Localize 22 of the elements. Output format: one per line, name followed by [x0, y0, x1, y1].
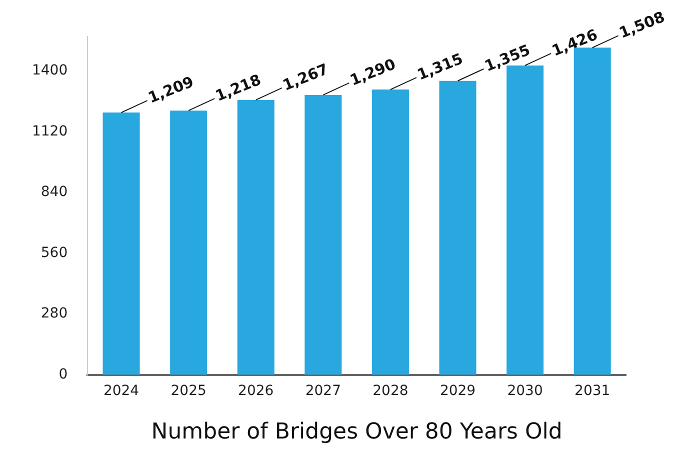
- x-tick-label: 2026: [238, 382, 274, 399]
- y-tick-label: 1400: [32, 62, 68, 79]
- bar: [170, 110, 208, 375]
- bar: [439, 80, 476, 375]
- bar: [237, 100, 274, 375]
- y-tick-label: 560: [40, 244, 68, 261]
- y-tick-label: 840: [40, 184, 68, 200]
- bar: [372, 90, 409, 375]
- x-axis-title: Number of Bridges Over 80 Years Old: [151, 420, 562, 445]
- x-tick-label: 2027: [305, 382, 341, 399]
- x-tick-label: 2031: [574, 382, 610, 399]
- x-tick-label: 2030: [507, 382, 543, 399]
- bar: [102, 112, 140, 375]
- x-tick-label: 2025: [170, 382, 206, 399]
- y-tick-label: 0: [58, 366, 68, 382]
- bar: [304, 94, 342, 375]
- x-tick-label: 2029: [440, 382, 476, 399]
- x-tick-label: 2028: [372, 382, 408, 399]
- y-tick-label: 280: [40, 306, 68, 322]
- y-tick-label: 1120: [32, 123, 68, 140]
- data-label: 1,209: [146, 72, 196, 107]
- x-tick-label: 2024: [103, 382, 140, 399]
